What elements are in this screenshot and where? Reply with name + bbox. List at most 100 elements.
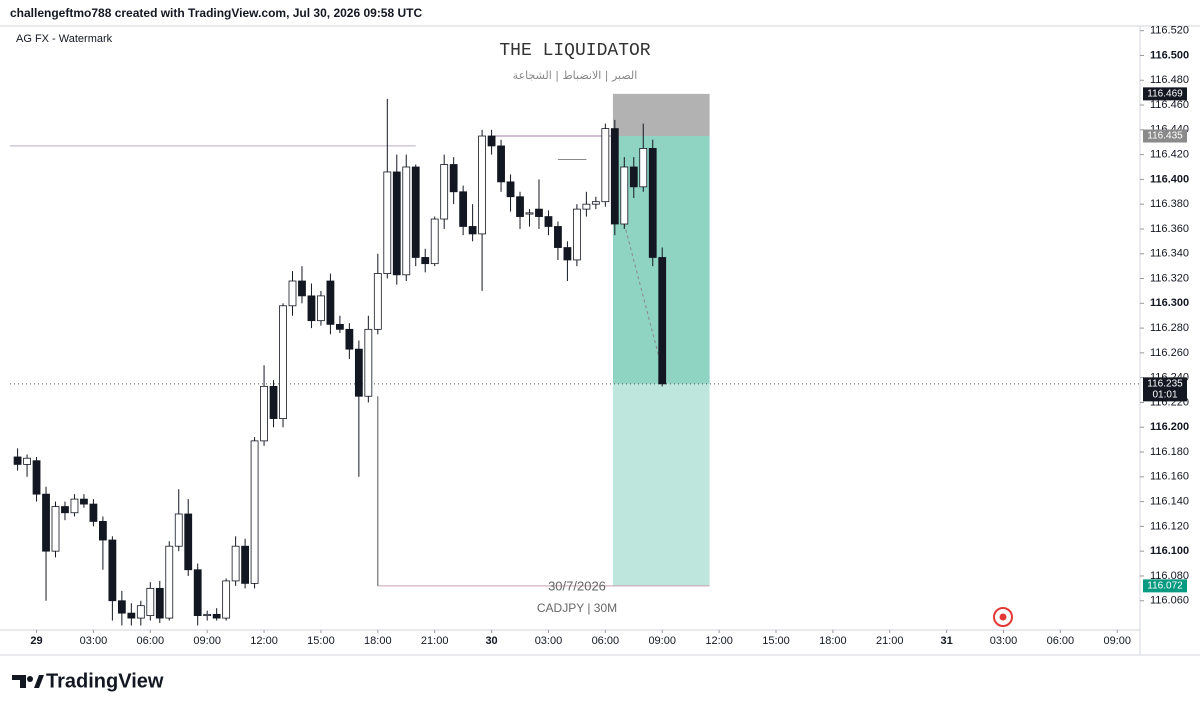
- target-zone: [612, 383, 710, 586]
- x-tick-label: 15:00: [762, 635, 790, 647]
- candle-body: [639, 148, 648, 188]
- y-tick-label: 116.500: [1150, 49, 1189, 61]
- x-tick-label: 03:00: [990, 635, 1018, 647]
- y-tick-label: 116.300: [1150, 297, 1189, 309]
- title: THE LIQUIDATOR: [499, 41, 650, 61]
- candle-body: [525, 212, 534, 215]
- stop-price-label: 116.469: [1147, 89, 1183, 100]
- candle-body: [32, 460, 41, 495]
- stop-price-label-bg: [1143, 87, 1187, 101]
- candle-body: [335, 323, 344, 330]
- candle-body: [99, 521, 107, 541]
- x-tick-label: 30: [485, 635, 497, 647]
- candle-body: [51, 506, 60, 552]
- candle-body: [136, 605, 145, 619]
- x-tick-label: 12:00: [250, 635, 278, 647]
- candle-body: [307, 295, 316, 322]
- entry-price-label-bg: [1143, 129, 1187, 143]
- x-tick-label: 21:00: [876, 635, 904, 647]
- y-tick-label: 116.120: [1150, 520, 1189, 532]
- x-tick-label: 03:00: [80, 635, 108, 647]
- x-tick-label: 29: [30, 635, 42, 647]
- candle-body: [554, 226, 562, 248]
- candle-body: [535, 208, 543, 217]
- current-price-label-bg: [1143, 377, 1187, 402]
- plot-area: [10, 93, 1140, 626]
- candle-body: [241, 545, 250, 584]
- date-label: 30/7/2026: [548, 578, 606, 593]
- candle-body: [108, 539, 117, 602]
- candle-body: [212, 613, 221, 619]
- candle-body: [42, 493, 50, 552]
- candle-body: [61, 506, 69, 514]
- y-tick-label: 116.340: [1150, 248, 1189, 260]
- candle-body: [411, 166, 420, 258]
- entry-price-label: 116.435: [1147, 131, 1183, 142]
- x-tick-label: 15:00: [307, 635, 335, 647]
- stop-zone: [612, 93, 710, 137]
- candle-body: [184, 513, 193, 571]
- candle-body: [497, 145, 505, 183]
- candle-body: [279, 305, 287, 419]
- x-tick-label: 03:00: [535, 635, 563, 647]
- candle-body: [468, 226, 477, 235]
- candle-body: [601, 128, 610, 203]
- logo-icon: [12, 675, 44, 688]
- x-tick-label: 18:00: [819, 635, 847, 647]
- y-tick-label: 116.360: [1150, 223, 1189, 235]
- alert-icon-dot: [999, 613, 1007, 621]
- x-tick-label: 31: [940, 635, 952, 647]
- y-tick-label: 116.380: [1150, 198, 1189, 210]
- candle-body: [572, 208, 581, 261]
- candle-body: [392, 171, 401, 276]
- countdown: 01:01: [1152, 390, 1177, 401]
- candle-body: [117, 600, 126, 614]
- y-tick-label: 116.200: [1150, 421, 1189, 433]
- candle-body: [288, 280, 297, 307]
- candle-body: [203, 613, 212, 617]
- y-tick-label: 116.480: [1150, 74, 1189, 86]
- candle-body: [80, 498, 88, 505]
- logo-text: TradingView: [46, 670, 164, 692]
- current-price-label: 116.235: [1147, 379, 1183, 390]
- candle-body: [127, 612, 136, 619]
- candle-body: [563, 247, 572, 261]
- candle-body: [165, 545, 174, 619]
- candle-body: [402, 166, 411, 276]
- candle-body: [89, 503, 98, 522]
- candle-body: [487, 135, 496, 147]
- y-tick-label: 116.400: [1150, 173, 1189, 185]
- candle-body: [516, 196, 524, 217]
- alert-icon[interactable]: [993, 607, 1013, 627]
- candle-body: [345, 328, 354, 350]
- x-tick-label: 06:00: [137, 635, 165, 647]
- candle-body: [269, 385, 278, 419]
- x-tick-label: 06:00: [1047, 635, 1075, 647]
- candle-body: [326, 280, 335, 325]
- candle-body: [506, 181, 515, 198]
- candle-body: [430, 218, 439, 265]
- y-tick-label: 116.100: [1150, 545, 1189, 557]
- y-tick-label: 116.420: [1150, 149, 1189, 161]
- candle-body: [354, 348, 363, 397]
- candle-body: [544, 216, 553, 227]
- candle-body: [582, 203, 591, 210]
- y-tick-label: 116.160: [1150, 471, 1189, 483]
- y-tick-label: 116.280: [1150, 322, 1189, 334]
- candle-body: [364, 328, 373, 397]
- candle-body: [13, 456, 22, 465]
- x-tick-label: 18:00: [364, 635, 392, 647]
- candle-body: [70, 498, 79, 514]
- x-tick-label: 12:00: [705, 635, 733, 647]
- y-tick-label: 116.060: [1150, 595, 1189, 607]
- header: challengeftmo788 created with TradingVie…: [10, 6, 422, 20]
- x-tick-label: 21:00: [421, 635, 449, 647]
- candle-body: [317, 295, 325, 322]
- y-tick-label: 116.080: [1150, 570, 1189, 582]
- candle-body: [260, 385, 268, 442]
- candle-body: [231, 545, 240, 582]
- candle-body: [383, 171, 392, 274]
- candle-body: [648, 148, 657, 258]
- x-tick-label: 09:00: [1103, 635, 1131, 647]
